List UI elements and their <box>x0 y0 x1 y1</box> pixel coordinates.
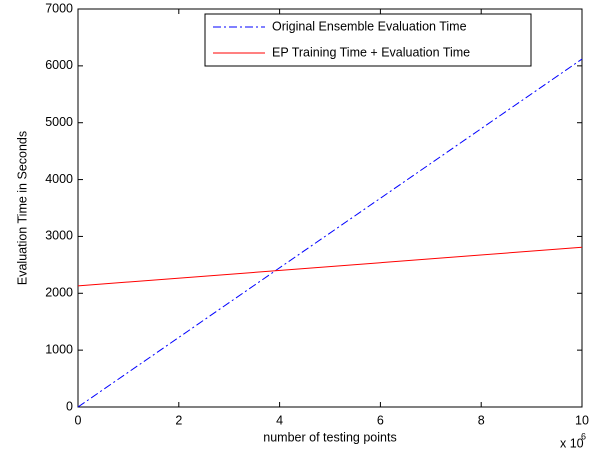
legend-label: EP Training Time + Evaluation Time <box>272 45 470 59</box>
x-tick-label: 2 <box>175 413 182 427</box>
y-tick-label: 0 <box>66 399 73 413</box>
y-tick-label: 4000 <box>45 172 73 186</box>
x-multiplier-exponent: 6 <box>581 431 586 441</box>
legend-label: Original Ensemble Evaluation Time <box>272 19 467 33</box>
plot-frame <box>77 8 583 408</box>
x-tick-label: 0 <box>75 413 82 427</box>
y-tick-label: 5000 <box>45 115 73 129</box>
x-tick-label: 6 <box>377 413 384 427</box>
data-line <box>77 246 583 287</box>
legend-box <box>204 13 532 67</box>
x-tick-label: 8 <box>478 413 485 427</box>
x-multiplier: x 10 <box>560 436 584 450</box>
x-tick-label: 10 <box>575 413 589 427</box>
y-tick-label: 3000 <box>45 229 73 243</box>
y-axis-label: Evaluation Time in Seconds <box>15 131 29 285</box>
data-line <box>77 58 583 408</box>
y-tick-label: 2000 <box>45 286 73 300</box>
y-tick-label: 6000 <box>45 58 73 72</box>
y-tick-label: 1000 <box>45 342 73 356</box>
x-tick-label: 4 <box>276 413 283 427</box>
y-tick-label: 7000 <box>45 1 73 15</box>
x-axis-label: number of testing points <box>263 430 396 444</box>
